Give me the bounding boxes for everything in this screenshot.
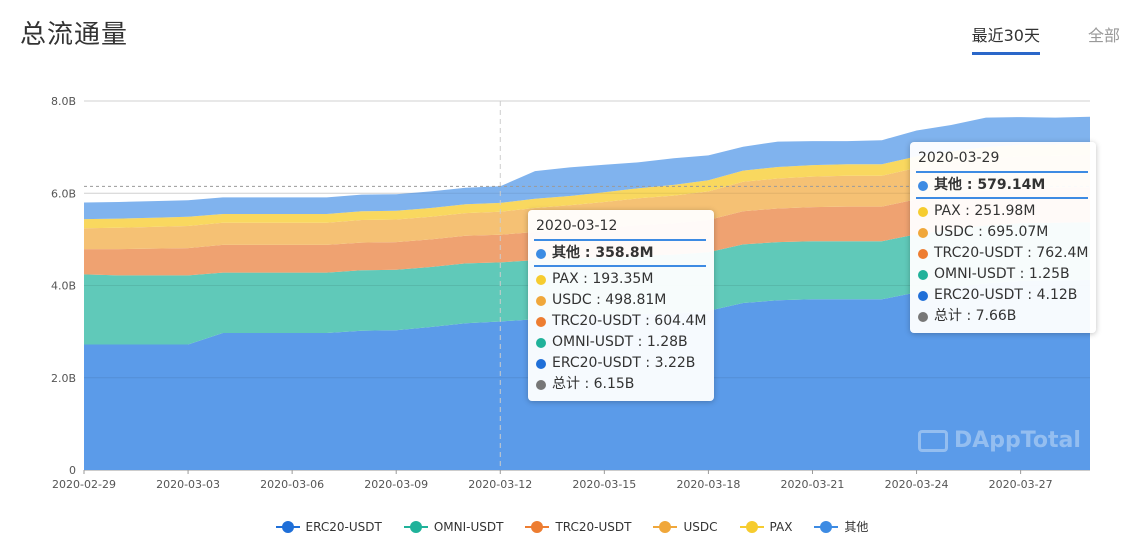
dapptotal-logo-icon: [918, 429, 948, 452]
legend-item[interactable]: ERC20-USDT: [275, 518, 382, 535]
legend-label: 其他: [844, 520, 869, 534]
tooltip-row: PAX : 193.35M: [534, 269, 706, 290]
series-dot-icon: [536, 274, 546, 285]
legend-label: ERC20-USDT: [305, 519, 382, 534]
legend-marker-icon: [739, 520, 764, 533]
tooltip-row-label: OMNI-USDT : 1.25B: [934, 266, 1070, 282]
legend-label: USDC: [683, 519, 718, 534]
series-dot-icon: [918, 180, 928, 191]
tooltip-row: TRC20-USDT : 762.4M: [916, 243, 1088, 264]
series-area-4: [84, 143, 1090, 229]
tooltip-row-label: 总计 : 7.66B: [934, 308, 1017, 324]
series-dot-icon: [536, 358, 546, 369]
watermark-logo: DAppTotal: [918, 428, 1081, 453]
x-tick-label: 2020-02-29: [52, 478, 116, 491]
series-dot-icon: [536, 337, 546, 348]
tooltip-row: OMNI-USDT : 1.25B: [916, 264, 1088, 285]
legend-marker-icon: [525, 520, 550, 533]
tooltip-row: PAX : 251.98M: [916, 201, 1088, 222]
y-tick-label: 0: [69, 464, 76, 477]
tooltip-row-label: ERC20-USDT : 3.22B: [552, 355, 696, 371]
tooltip-rows: 其他 : 358.8M PAX : 193.35M USDC : 498.81M TR…: [534, 243, 707, 395]
tooltip-2020-03-29: 2020-03-29 其他 : 579.14M PAX : 251.98M USDC…: [910, 142, 1097, 333]
tab-last-30-days[interactable]: 最近30天: [971, 22, 1040, 55]
tooltip-2020-03-12: 2020-03-12 其他 : 358.8M PAX : 193.35M USDC …: [528, 210, 715, 401]
y-tick-label: 6.0B: [51, 187, 76, 200]
x-tick-label: 2020-03-27: [989, 478, 1053, 491]
watermark-text: DAppTotal: [954, 428, 1081, 453]
tooltip-row: USDC : 695.07M: [916, 222, 1088, 243]
page-title: 总流通量: [20, 20, 129, 50]
x-tick-label: 2020-03-06: [260, 478, 324, 491]
series-dot-icon: [918, 206, 928, 217]
legend-item[interactable]: OMNI-USDT: [403, 518, 504, 535]
tooltip-date: 2020-03-12: [534, 216, 707, 241]
legend-label: PAX: [769, 519, 793, 534]
tooltip-row: 总计 : 6.15B: [534, 374, 706, 395]
series-dot-icon: [536, 248, 546, 259]
tooltip-row: ERC20-USDT : 3.22B: [534, 353, 706, 374]
y-tick-label: 4.0B: [51, 280, 76, 293]
series-area-3: [84, 155, 1090, 250]
tooltip-row: ERC20-USDT : 4.12B: [916, 285, 1088, 306]
tooltip-row: 其他 : 358.8M: [534, 243, 707, 267]
series-dot-icon: [536, 295, 546, 306]
x-tick-label: 2020-03-18: [676, 478, 740, 491]
series-dot-icon: [536, 316, 546, 327]
series-dot-icon: [918, 290, 928, 301]
tooltip-row-label: 其他 : 579.14M: [934, 177, 1046, 193]
x-tick-label: 2020-03-12: [468, 478, 532, 491]
series-dot-icon: [536, 379, 546, 390]
tooltip-row-label: 总计 : 6.15B: [552, 376, 635, 392]
legend-item[interactable]: PAX: [739, 518, 793, 535]
y-tick-label: 8.0B: [51, 95, 76, 108]
tooltip-row: TRC20-USDT : 604.4M: [534, 311, 706, 332]
x-tick-label: 2020-03-24: [885, 478, 949, 491]
tooltip-row-label: TRC20-USDT : 762.4M: [934, 245, 1089, 261]
tooltip-row-label: USDC : 695.07M: [934, 224, 1049, 240]
tooltip-row-label: ERC20-USDT : 4.12B: [934, 287, 1078, 303]
tooltip-date: 2020-03-29: [916, 148, 1089, 173]
series-dot-icon: [918, 269, 928, 280]
legend-marker-icon: [653, 520, 678, 533]
legend-label: OMNI-USDT: [433, 519, 504, 534]
x-tick-label: 2020-03-21: [781, 478, 845, 491]
legend-marker-icon: [275, 520, 300, 533]
x-tick-label: 2020-03-03: [156, 478, 220, 491]
x-tick-label: 2020-03-09: [364, 478, 428, 491]
tooltip-row-label: PAX : 193.35M: [552, 271, 654, 287]
legend-item[interactable]: TRC20-USDT: [525, 518, 631, 535]
chart-legend: ERC20-USDT OMNI-USDT TRC20-USDT USDC PAX 其他: [0, 518, 1144, 535]
legend-label: TRC20-USDT: [555, 519, 632, 534]
series-dot-icon: [918, 248, 928, 259]
tooltip-row-label: USDC : 498.81M: [552, 292, 667, 308]
legend-item[interactable]: 其他: [814, 518, 868, 535]
tooltip-row-label: OMNI-USDT : 1.28B: [552, 334, 688, 350]
legend-item[interactable]: USDC: [653, 518, 718, 535]
series-area-5: [84, 116, 1090, 220]
tooltip-row-label: PAX : 251.98M: [934, 203, 1036, 219]
legend-marker-icon: [814, 520, 839, 533]
tooltip-row: 总计 : 7.66B: [916, 306, 1088, 327]
tooltip-row-label: 其他 : 358.8M: [552, 245, 654, 261]
legend-marker-icon: [403, 520, 428, 533]
tooltip-row: USDC : 498.81M: [534, 290, 706, 311]
series-dot-icon: [918, 311, 928, 322]
range-tabs: 最近30天 全部: [971, 22, 1120, 55]
x-tick-label: 2020-03-15: [572, 478, 636, 491]
tab-all[interactable]: 全部: [1087, 26, 1120, 45]
tooltip-row: OMNI-USDT : 1.28B: [534, 332, 706, 353]
tooltip-rows: 其他 : 579.14M PAX : 251.98M USDC : 695.07M T…: [916, 175, 1089, 327]
series-dot-icon: [918, 227, 928, 238]
tooltip-row: 其他 : 579.14M: [916, 175, 1089, 199]
y-tick-label: 2.0B: [51, 372, 76, 385]
tooltip-row-label: TRC20-USDT : 604.4M: [552, 313, 707, 329]
